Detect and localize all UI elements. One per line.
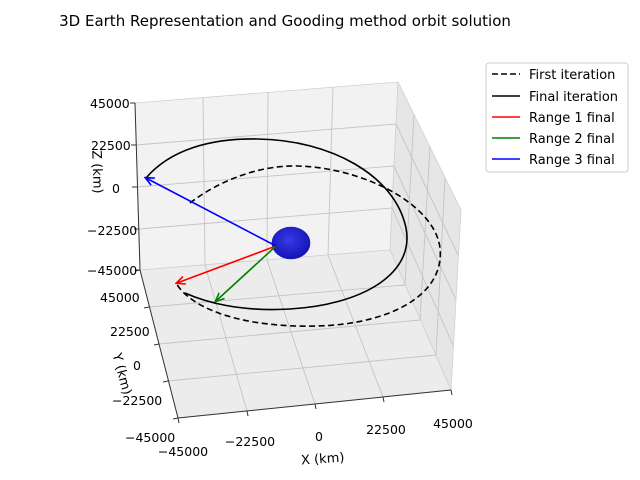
- z-tick-label: −45000: [87, 263, 137, 278]
- range-2-arrow: [216, 245, 277, 301]
- legend-label-range-3: Range 3 final: [529, 153, 615, 168]
- range-1-arrow: [177, 245, 277, 283]
- legend-label-range-2: Range 2 final: [529, 132, 615, 147]
- tick-marks: [130, 102, 453, 424]
- final-iteration-orbit: [145, 138, 408, 311]
- grid-lines: [135, 86, 459, 412]
- x-tick-label: 45000: [433, 416, 473, 431]
- legend-label-final-iteration: Final iteration: [529, 90, 618, 105]
- z-tick-label: 0: [112, 181, 120, 196]
- y-tick-label: 45000: [100, 290, 140, 305]
- y-tick-label: 0: [133, 358, 141, 373]
- z-axis-label: Z (km): [88, 150, 105, 194]
- z-tick-label: 22500: [91, 138, 131, 153]
- x-tick-label: 22500: [366, 422, 406, 437]
- y-tick-label: −22500: [112, 393, 162, 408]
- range-3-arrow: [146, 178, 277, 247]
- z-tick-label: −22500: [87, 223, 137, 238]
- y-tick-label: −45000: [125, 430, 175, 445]
- legend: First iteration Final iteration Range 1 …: [485, 62, 629, 173]
- y-tick-label: 22500: [110, 324, 150, 339]
- chart-title: 3D Earth Representation and Gooding meth…: [59, 12, 511, 30]
- y-axis-label: Y (km): [108, 351, 134, 397]
- first-iteration-orbit: [175, 165, 441, 327]
- legend-label-first-iteration: First iteration: [529, 68, 615, 83]
- x-tick-label: −45000: [158, 444, 208, 459]
- x-axis-label: X (km): [301, 451, 345, 469]
- x-tick-label: −22500: [225, 434, 275, 449]
- legend-label-range-1: Range 1 final: [529, 111, 615, 126]
- earth-sphere: [271, 226, 311, 260]
- x-tick-label: 0: [315, 429, 323, 444]
- z-tick-label: 45000: [90, 96, 130, 111]
- legend-box: [485, 62, 629, 173]
